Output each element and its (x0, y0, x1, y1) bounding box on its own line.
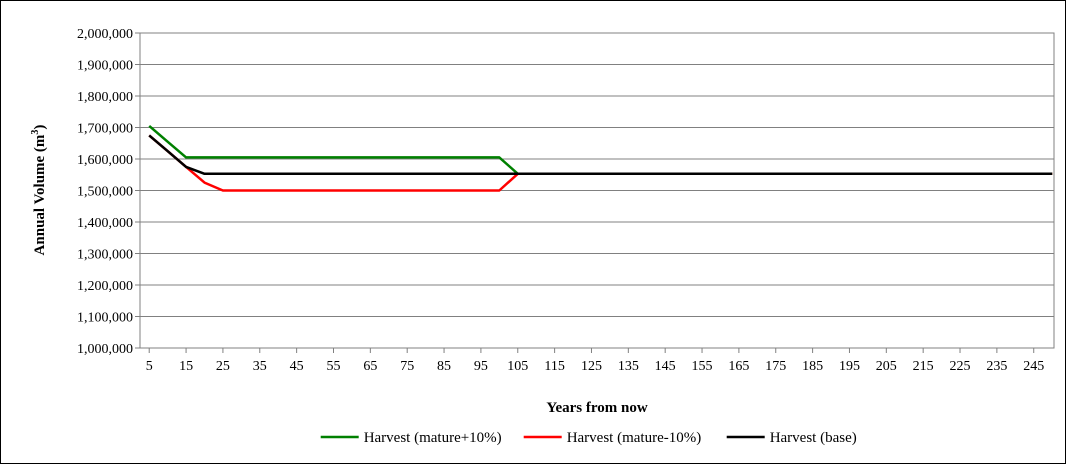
legend: Harvest (mature+10%) Harvest (mature-10%)… (320, 430, 857, 446)
x-tick-label: 195 (839, 359, 860, 374)
x-tick-label: 225 (950, 359, 971, 374)
y-tick-label: 1,000,000 (77, 342, 133, 357)
y-axis-title-close: ) (32, 125, 48, 130)
x-tick-label: 175 (765, 359, 786, 374)
y-tick-label: 1,400,000 (77, 216, 133, 231)
y-tick-label: 1,700,000 (77, 122, 133, 137)
y-tick-label: 1,900,000 (77, 59, 133, 74)
y-axis-ticks: 1,000,000 1,100,000 1,200,000 1,300,000 1,40… (77, 27, 140, 357)
x-tick-label: 135 (618, 359, 639, 374)
x-tick-label: 55 (326, 359, 340, 374)
x-tick-label: 145 (655, 359, 676, 374)
x-tick-label: 125 (581, 359, 602, 374)
y-tick-label: 1,600,000 (77, 153, 133, 168)
x-tick-label: 65 (363, 359, 377, 374)
y-tick-label: 1,100,000 (77, 311, 133, 326)
x-tick-label: 25 (216, 359, 230, 374)
series-line-3 (148, 134, 1053, 176)
x-tick-label: 105 (507, 359, 528, 374)
x-tick-label: 115 (544, 359, 564, 374)
x-tick-label: 85 (437, 359, 451, 374)
series-lines (148, 124, 1053, 192)
x-tick-label: 155 (692, 359, 713, 374)
y-axis-title-superscript: 3 (30, 130, 41, 135)
legend-label-2: Harvest (mature-10%) (567, 430, 702, 446)
y-tick-label: 1,300,000 (77, 248, 133, 263)
x-tick-label: 245 (1023, 359, 1044, 374)
y-tick-label: 1,500,000 (77, 185, 133, 200)
x-tick-label: 35 (253, 359, 267, 374)
x-tick-label: 185 (802, 359, 823, 374)
x-axis-ticks: 5 15 25 35 45 55 65 75 85 95 105 115 125 135 145 155 165… (146, 348, 1044, 374)
x-tick-label: 95 (474, 359, 488, 374)
y-tick-label: 1,200,000 (77, 279, 133, 294)
x-tick-label: 165 (728, 359, 749, 374)
x-tick-label: 235 (986, 359, 1007, 374)
y-tick-label: 2,000,000 (77, 27, 133, 42)
x-tick-label: 75 (400, 359, 414, 374)
x-tick-label: 215 (913, 359, 934, 374)
y-tick-label: 1,800,000 (77, 90, 133, 105)
x-tick-label: 5 (146, 359, 153, 374)
x-axis-title: Years from now (546, 400, 648, 416)
x-tick-label: 205 (876, 359, 897, 374)
y-axis-title: Annual Volume (m3) (30, 125, 48, 256)
x-tick-label: 45 (290, 359, 304, 374)
x-tick-label: 15 (179, 359, 193, 374)
y-axis-title-base: Annual Volume (m (32, 134, 48, 255)
legend-label-1: Harvest (mature+10%) (364, 430, 502, 446)
legend-label-3: Harvest (base) (770, 430, 857, 446)
